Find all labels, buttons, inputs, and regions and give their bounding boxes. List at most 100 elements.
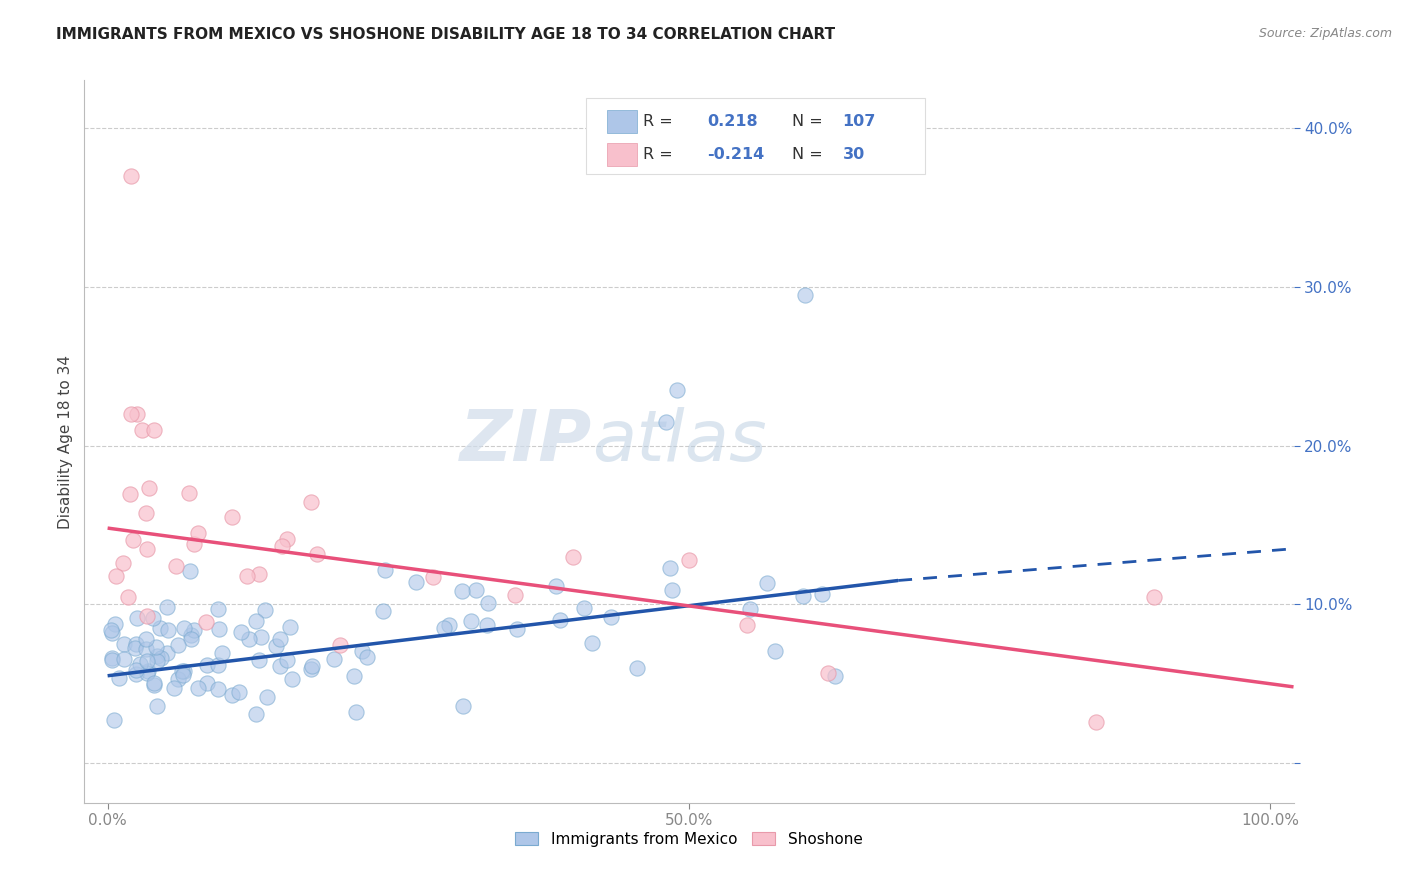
Point	[125, 610, 148, 624]
Point	[735, 618, 758, 632]
Point	[323, 652, 346, 666]
Point	[264, 639, 287, 653]
Point	[156, 600, 179, 615]
Point	[405, 575, 427, 590]
Point	[281, 672, 304, 686]
Text: -0.214: -0.214	[707, 146, 765, 161]
Point	[211, 646, 233, 660]
Point	[120, 407, 142, 421]
Point	[124, 641, 146, 656]
Point	[180, 628, 202, 642]
Point	[135, 506, 157, 520]
Point	[450, 584, 472, 599]
Point	[135, 654, 157, 668]
Point	[477, 597, 499, 611]
Point	[276, 532, 298, 546]
Point	[678, 552, 700, 566]
Point	[374, 563, 396, 577]
Point	[100, 624, 122, 638]
Point	[149, 621, 172, 635]
Point	[299, 495, 322, 509]
Point	[143, 423, 166, 437]
Point	[550, 613, 572, 627]
Point	[1143, 591, 1166, 605]
Point	[626, 660, 648, 674]
Point	[135, 642, 157, 657]
Text: R =: R =	[643, 113, 678, 128]
Point	[763, 644, 786, 658]
Point	[207, 602, 229, 616]
Point	[269, 632, 291, 647]
Point	[103, 713, 125, 727]
Point	[356, 649, 378, 664]
Point	[269, 659, 291, 673]
Point	[299, 662, 322, 676]
Point	[250, 630, 273, 644]
Point	[135, 632, 157, 646]
Point	[208, 622, 231, 636]
Point	[301, 658, 323, 673]
Point	[811, 587, 834, 601]
Point	[371, 604, 394, 618]
Point	[195, 658, 218, 673]
Point	[236, 569, 259, 583]
Point	[658, 561, 681, 575]
Point	[506, 622, 529, 636]
Point	[131, 423, 153, 437]
Point	[581, 636, 603, 650]
Point	[100, 653, 122, 667]
Text: atlas: atlas	[592, 407, 766, 476]
Point	[475, 617, 498, 632]
Point	[276, 653, 298, 667]
Point	[124, 666, 146, 681]
Point	[136, 608, 159, 623]
Point	[143, 676, 166, 690]
Point	[464, 582, 486, 597]
Text: ZIP: ZIP	[460, 407, 592, 476]
Point	[238, 632, 260, 647]
Point	[142, 610, 165, 624]
Point	[135, 666, 157, 681]
Point	[666, 383, 689, 397]
Point	[247, 653, 270, 667]
Point	[1084, 714, 1107, 729]
Point	[156, 623, 179, 637]
Point	[221, 688, 243, 702]
Point	[661, 582, 683, 597]
Text: N =: N =	[792, 113, 828, 128]
Point	[167, 639, 190, 653]
Point	[128, 657, 150, 671]
Point	[329, 638, 352, 652]
Point	[111, 556, 134, 570]
Point	[118, 487, 141, 501]
Point	[422, 570, 444, 584]
Text: 0.218: 0.218	[707, 113, 758, 128]
Point	[125, 637, 148, 651]
Point	[138, 481, 160, 495]
Point	[451, 699, 474, 714]
Point	[145, 640, 167, 654]
Point	[120, 169, 142, 183]
Point	[245, 706, 267, 721]
Point	[173, 664, 195, 678]
Point	[149, 651, 172, 665]
Point	[145, 654, 167, 668]
Point	[546, 579, 568, 593]
Point	[207, 682, 229, 697]
Point	[187, 681, 209, 696]
Point	[146, 699, 169, 714]
Point	[101, 625, 124, 640]
Point	[503, 588, 526, 602]
Point	[187, 525, 209, 540]
Point	[256, 690, 278, 705]
Point	[344, 705, 367, 719]
Point	[439, 617, 461, 632]
Point	[101, 650, 124, 665]
Point	[738, 602, 761, 616]
Text: Source: ZipAtlas.com: Source: ZipAtlas.com	[1258, 27, 1392, 40]
Legend: Immigrants from Mexico, Shoshone: Immigrants from Mexico, Shoshone	[509, 826, 869, 853]
Point	[207, 658, 229, 673]
Point	[755, 575, 778, 590]
Point	[170, 665, 193, 679]
Point	[249, 566, 271, 581]
